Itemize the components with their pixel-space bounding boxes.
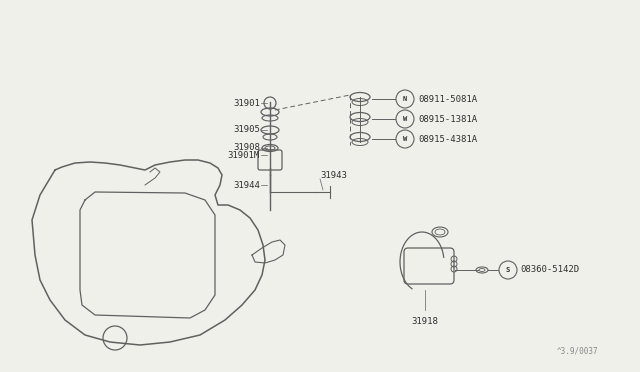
Text: 31908: 31908 (233, 144, 260, 153)
Text: 31901M: 31901M (228, 151, 260, 160)
Text: 31943: 31943 (320, 170, 347, 180)
Text: S: S (506, 267, 510, 273)
Text: 31905: 31905 (233, 125, 260, 135)
Text: ^3.9/0037: ^3.9/0037 (556, 347, 598, 356)
Text: N: N (403, 96, 407, 102)
Text: 08915-1381A: 08915-1381A (418, 115, 477, 124)
Text: 31944: 31944 (233, 180, 260, 189)
Text: 08915-4381A: 08915-4381A (418, 135, 477, 144)
Text: 31918: 31918 (412, 317, 438, 326)
Text: 08360-5142D: 08360-5142D (520, 266, 579, 275)
Text: 08911-5081A: 08911-5081A (418, 94, 477, 103)
Text: W: W (403, 116, 407, 122)
Text: W: W (403, 136, 407, 142)
Text: 31901: 31901 (233, 99, 260, 108)
